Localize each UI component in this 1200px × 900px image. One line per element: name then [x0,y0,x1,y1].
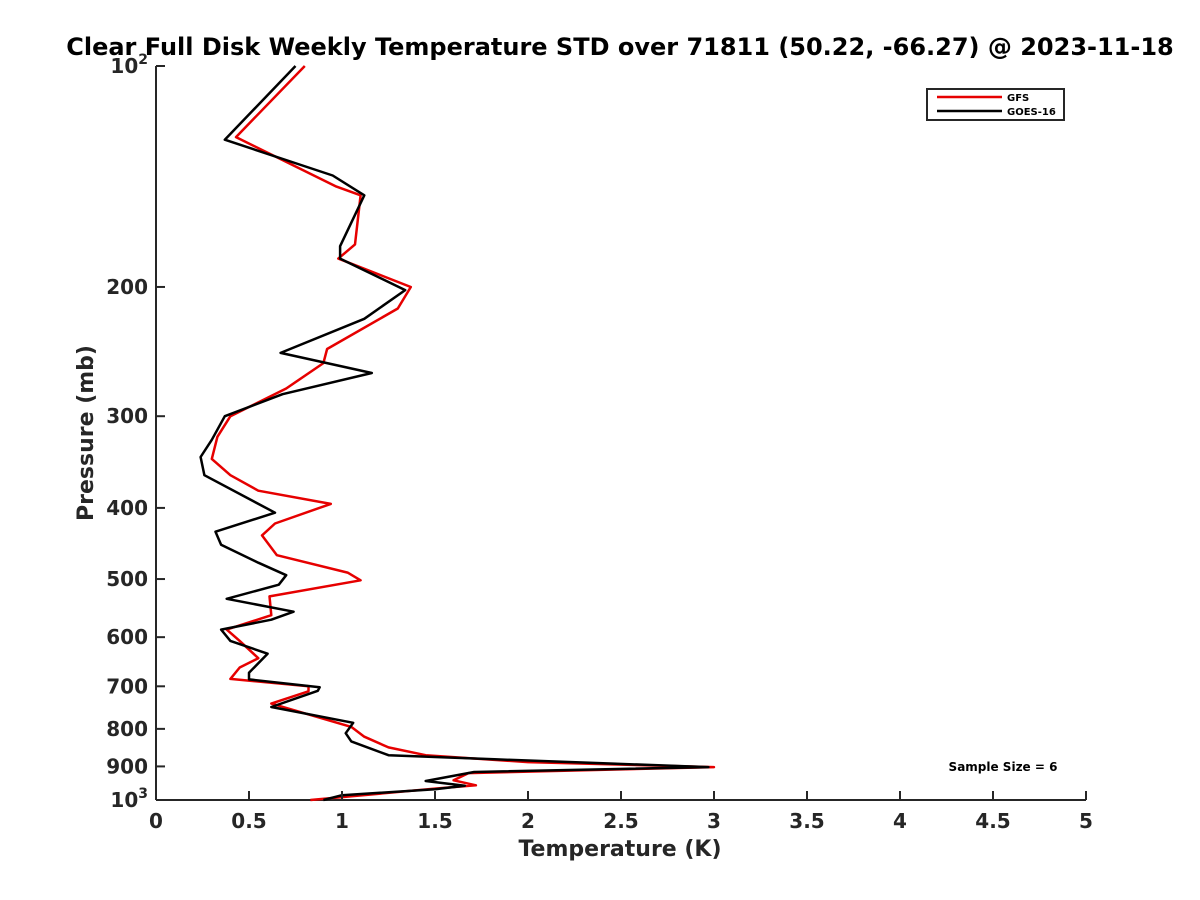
y-tick-label: 600 [106,625,148,649]
x-tick-label: 2 [521,809,535,833]
x-tick-label: 0 [149,809,163,833]
x-tick-label: 3.5 [789,809,824,833]
legend: GFS GOES-16 [926,88,1065,121]
x-tick-label: 4 [893,809,907,833]
x-axis-label: Temperature (K) [518,837,721,862]
series-line-gfs [210,65,716,802]
x-tick-label: 2.5 [603,809,638,833]
legend-box [926,88,1065,121]
y-tick-label: 800 [106,717,148,741]
y-tick-label: 300 [106,404,148,428]
sample-size-note: Sample Size = 6 [949,760,1058,774]
y-tick-label: 900 [106,754,148,778]
y-tick-label: 200 [106,275,148,299]
x-tick-label: 3 [707,809,721,833]
x-tick-label: 4.5 [975,809,1010,833]
series-layer [199,65,716,802]
y-tick-label: 500 [106,567,148,591]
y-ticks: 200 300 400 500 600 700 800 900 102 103 [106,52,165,812]
plot-area [155,66,1086,801]
x-ticks: 0 0.5 1 1.5 2 2.5 3 3.5 4 4.5 5 [149,791,1093,833]
legend-label-goes16: GOES-16 [1007,107,1056,118]
x-tick-label: 1.5 [417,809,452,833]
y-tick-label: 700 [106,674,148,698]
y-tick-label-exponent: 102 [110,52,148,78]
chart-title: Clear Full Disk Weekly Temperature STD o… [66,33,1174,61]
x-tick-label: 1 [335,809,349,833]
x-tick-label: 5 [1079,809,1093,833]
legend-label-gfs: GFS [1007,93,1029,104]
y-axis-label: Pressure (mb) [74,345,99,521]
y-tick-label: 400 [106,496,148,520]
series-line-goes16 [199,65,710,802]
x-tick-label: 0.5 [231,809,266,833]
y-tick-label-exponent: 103 [110,786,148,812]
